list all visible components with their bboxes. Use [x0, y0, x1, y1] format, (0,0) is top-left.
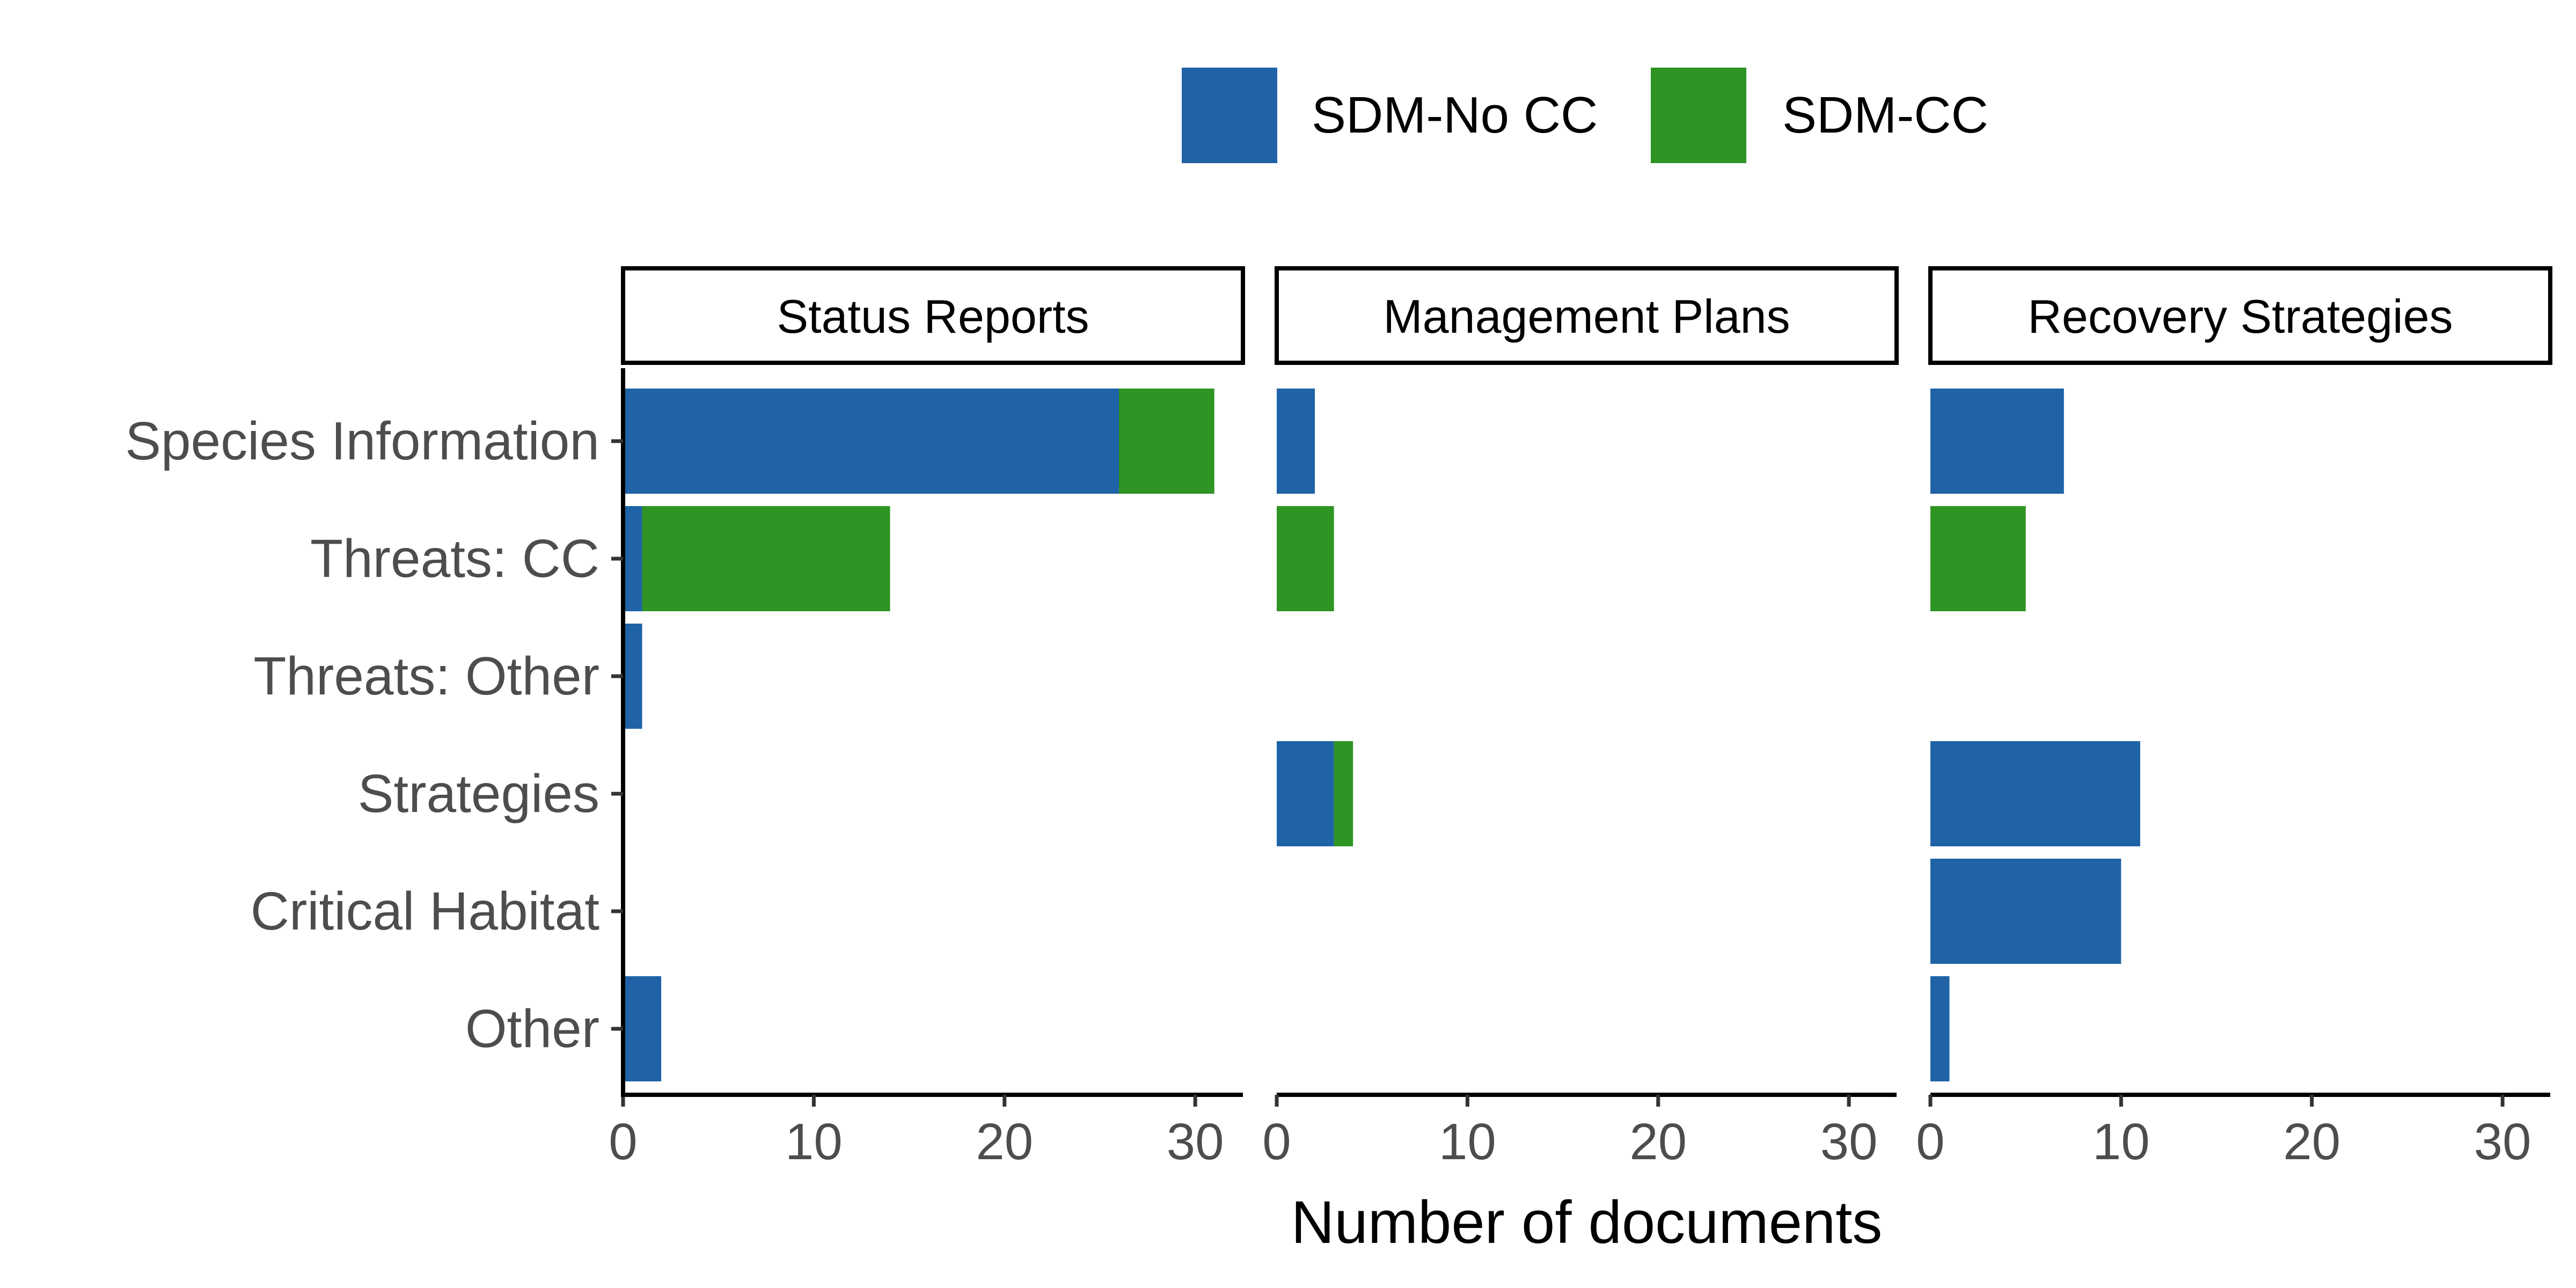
bar-3-6-1 [1930, 976, 1950, 1081]
legend-swatch-2 [1651, 68, 1746, 163]
bar-3-1-1 [1930, 389, 2064, 494]
facet-label-2: Management Plans [1383, 290, 1790, 343]
facet-label-3: Recovery Strategies [2028, 290, 2453, 343]
facet-strip-3 [1928, 266, 2552, 365]
x-axis-title: Number of documents [1291, 1189, 1883, 1256]
legend-label-2: SDM-CC [1782, 86, 1988, 144]
facet-label-1: Status Reports [777, 290, 1089, 343]
x-tick-label-3-4: 30 [2474, 1113, 2531, 1170]
y-tick-label-5: Critical Habitat [251, 881, 599, 941]
y-tick-label-1: Species Information [125, 411, 599, 471]
bar-2-4-2 [1334, 741, 1353, 846]
legend-swatch-1 [1182, 68, 1277, 163]
x-tick-label-3-3: 20 [2283, 1113, 2340, 1170]
bar-1-2-2 [642, 506, 890, 611]
facet-strip-1 [621, 266, 1245, 365]
x-tick-label-1-3: 20 [976, 1113, 1033, 1170]
facet-strip-2 [1275, 266, 1899, 365]
x-tick-label-2-2: 10 [1439, 1113, 1496, 1170]
bar-1-6-1 [623, 976, 662, 1081]
x-tick-label-3-2: 10 [2092, 1113, 2150, 1170]
bar-1-1-2 [1119, 389, 1214, 494]
bar-2-4-1 [1277, 741, 1334, 846]
x-tick-label-2-1: 0 [1262, 1113, 1291, 1170]
bar-1-2-1 [623, 506, 642, 611]
x-tick-label-2-4: 30 [1820, 1113, 1878, 1170]
legend-label-1: SDM-No CC [1312, 86, 1598, 144]
bar-1-3-1 [623, 624, 642, 729]
bar-1-1-1 [623, 389, 1119, 494]
x-tick-label-1-1: 0 [609, 1113, 637, 1170]
x-tick-label-2-3: 20 [1629, 1113, 1687, 1170]
x-tick-label-1-2: 10 [785, 1113, 843, 1170]
x-tick-label-3-1: 0 [1916, 1113, 1944, 1170]
x-tick-label-1-4: 30 [1167, 1113, 1224, 1170]
bar-2-1-1 [1277, 389, 1315, 494]
bar-3-5-1 [1930, 859, 2121, 964]
bar-3-4-1 [1930, 741, 2140, 846]
y-tick-label-6: Other [465, 999, 599, 1059]
y-tick-label-2: Threats: CC [310, 529, 599, 589]
bar-2-2-2 [1277, 506, 1334, 611]
y-tick-label-4: Strategies [358, 764, 599, 824]
y-tick-label-3: Threats: Other [253, 646, 599, 706]
bar-3-2-2 [1930, 506, 2026, 611]
